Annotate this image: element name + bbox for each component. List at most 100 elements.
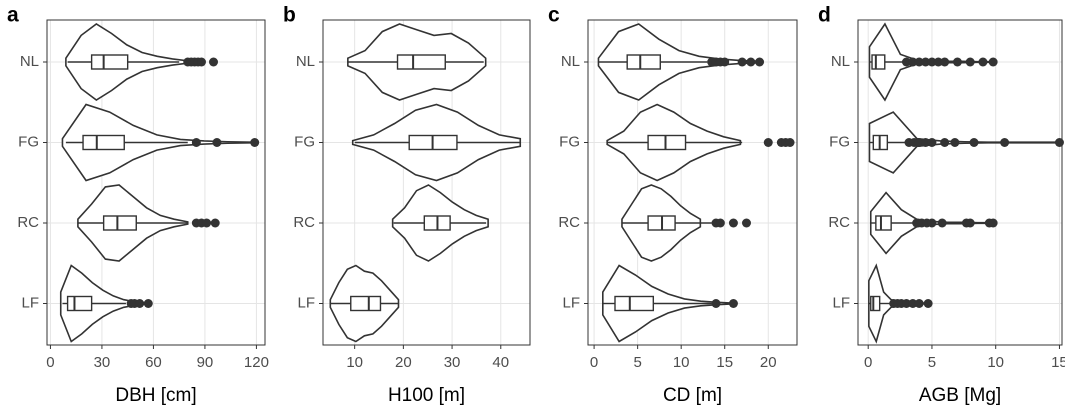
y-tick-label: NL: [831, 53, 850, 70]
outlier: [937, 218, 947, 228]
x-tick-label: 0: [590, 354, 598, 371]
outlier: [728, 299, 738, 308]
box: [350, 295, 382, 312]
panel-border: [587, 19, 798, 346]
outlier: [965, 57, 975, 67]
box: [90, 54, 129, 70]
outlier: [143, 299, 153, 308]
outlier: [746, 57, 756, 67]
outlier: [715, 218, 725, 228]
outlier: [711, 299, 721, 308]
box: [871, 54, 886, 70]
y-tick-label: RC: [293, 214, 315, 231]
outlier: [763, 138, 773, 147]
x-tick-label: 30: [94, 354, 111, 371]
outlier: [1000, 138, 1010, 147]
outlier: [202, 218, 212, 228]
outlier: [969, 138, 979, 147]
panel-border: [857, 19, 1063, 346]
outlier: [196, 57, 206, 67]
x-tick-label: 15: [1051, 354, 1065, 371]
y-tick-label: RC: [828, 214, 850, 231]
x-tick-label: 40: [492, 354, 509, 371]
box: [626, 54, 661, 70]
x-tick-label: 20: [395, 354, 412, 371]
y-tick-label: NL: [561, 53, 580, 70]
outlier: [914, 138, 924, 147]
x-tick-label: 5: [633, 354, 641, 371]
outlier: [927, 57, 937, 67]
x-tick-label: 120: [244, 354, 269, 371]
panel-label: b: [283, 4, 296, 27]
outlier: [952, 57, 962, 67]
box: [614, 295, 655, 312]
outlier: [914, 299, 924, 308]
x-axis-label: AGB [Mg]: [919, 385, 1001, 406]
y-tick-label: RC: [17, 214, 39, 231]
box: [66, 295, 93, 312]
panel-label: c: [548, 4, 560, 27]
outlier: [988, 218, 998, 228]
box: [82, 134, 125, 151]
panel-label: d: [818, 4, 831, 27]
outlier: [212, 138, 222, 147]
outlier: [720, 57, 730, 67]
y-tick-label: LF: [562, 294, 580, 311]
panel-label: a: [7, 4, 19, 27]
outlier: [933, 57, 943, 67]
y-tick-label: RC: [558, 214, 580, 231]
outlier: [923, 299, 933, 308]
x-axis-label: CD [m]: [663, 385, 722, 406]
x-axis-label: DBH [cm]: [115, 385, 196, 406]
x-tick-label: 0: [864, 354, 872, 371]
panel-border: [46, 19, 266, 346]
x-tick-label: 10: [987, 354, 1004, 371]
outlier: [1054, 138, 1064, 147]
y-tick-label: LF: [832, 294, 850, 311]
x-tick-label: 10: [673, 354, 690, 371]
outlier: [965, 218, 975, 228]
outlier: [250, 138, 260, 147]
outlier: [914, 57, 924, 67]
outlier: [988, 57, 998, 67]
x-tick-label: 0: [46, 354, 54, 371]
x-tick-label: 15: [716, 354, 733, 371]
x-tick-label: 20: [760, 354, 777, 371]
box: [875, 215, 892, 231]
outlier: [728, 218, 738, 228]
outlier: [978, 57, 988, 67]
x-tick-label: 90: [197, 354, 214, 371]
x-tick-label: 5: [928, 354, 936, 371]
outlier: [927, 138, 937, 147]
y-tick-label: LF: [297, 294, 315, 311]
y-tick-label: NL: [296, 53, 315, 70]
y-tick-label: FG: [18, 133, 39, 150]
outlier: [921, 138, 931, 147]
outlier: [737, 57, 747, 67]
outlier: [950, 138, 960, 147]
box: [102, 215, 137, 231]
y-tick-label: LF: [21, 294, 39, 311]
x-tick-label: 30: [444, 354, 461, 371]
outlier: [209, 57, 219, 67]
y-tick-label: NL: [20, 53, 39, 70]
outlier: [901, 57, 911, 67]
x-axis-label: H100 [m]: [388, 385, 465, 406]
y-tick-label: FG: [559, 133, 580, 150]
x-tick-label: 60: [145, 354, 162, 371]
box: [647, 134, 687, 151]
outlier: [940, 138, 950, 147]
outlier: [908, 299, 918, 308]
box: [870, 295, 881, 312]
panel-border: [322, 19, 531, 346]
outlier: [927, 218, 937, 228]
outlier: [741, 218, 751, 228]
outlier: [755, 57, 765, 67]
y-tick-label: FG: [829, 133, 850, 150]
outlier: [135, 299, 145, 308]
y-tick-label: FG: [294, 133, 315, 150]
outlier: [191, 138, 201, 147]
box: [396, 54, 446, 70]
